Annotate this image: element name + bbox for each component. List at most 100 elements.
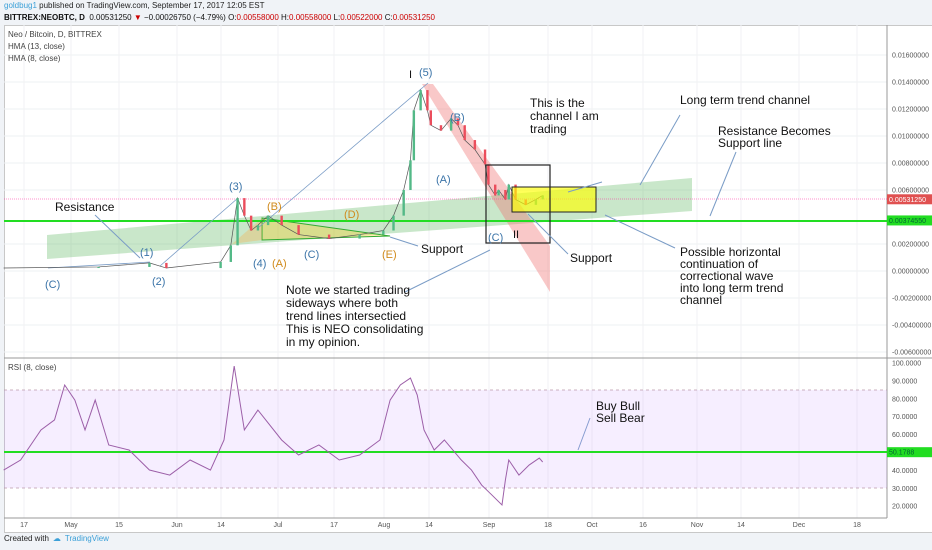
candle bbox=[504, 190, 507, 200]
time-tick-label: 18 bbox=[853, 522, 861, 529]
candle bbox=[402, 190, 405, 216]
arrow-channel[interactable] bbox=[567, 181, 603, 193]
candle bbox=[429, 110, 432, 126]
wave-5: (5) bbox=[419, 67, 432, 79]
candle bbox=[494, 184, 497, 196]
support-price-badge bbox=[887, 215, 932, 226]
arrow-long-term[interactable] bbox=[639, 114, 681, 186]
wave-c-1: (C) bbox=[304, 249, 319, 261]
price-tick-label: -0.00200000 bbox=[892, 296, 931, 303]
tradingview-logo-icon: ☁ bbox=[52, 534, 61, 543]
candle bbox=[280, 215, 283, 226]
price-tick-label: -0.00600000 bbox=[892, 350, 931, 357]
candle bbox=[382, 230, 385, 235]
buy-sell-label[interactable]: Buy Bull Sell Bear bbox=[596, 399, 645, 425]
wave-b-1: (B) bbox=[267, 201, 282, 213]
wave-c-0: (C) bbox=[45, 279, 60, 291]
time-tick-label: 14 bbox=[425, 522, 433, 529]
wave-a-1: (A) bbox=[272, 258, 287, 270]
grid bbox=[4, 25, 887, 518]
price-series bbox=[3, 88, 544, 269]
wedge-pattern[interactable] bbox=[232, 218, 262, 244]
price-change: −0.00026750 (−4.79%) bbox=[144, 13, 226, 22]
resistance-becomes-label[interactable]: Resistance Becomes Support line bbox=[718, 124, 834, 150]
rsi-current-badge bbox=[887, 447, 932, 458]
time-tick-label: Dec bbox=[793, 522, 806, 529]
symbol-info: BITTREX:NEOBTC, D 0.00531250 ▼ −0.000267… bbox=[4, 13, 435, 22]
time-tick-label: 17 bbox=[20, 522, 28, 529]
legend-rsi[interactable]: RSI (8, close) bbox=[8, 363, 57, 372]
symbol: BITTREX:NEOBTC, D bbox=[4, 13, 85, 22]
candle bbox=[297, 225, 300, 235]
rsi-tick-label: 70.0000 bbox=[892, 414, 917, 421]
candle bbox=[392, 215, 395, 231]
rsi-tick-label: 60.0000 bbox=[892, 432, 917, 439]
price-axis[interactable]: 0.01600000 0.01400000 0.01200000 0.01000000… bbox=[887, 53, 932, 357]
chart-container[interactable] bbox=[4, 25, 932, 533]
candle bbox=[439, 125, 443, 131]
trading-channel-box[interactable] bbox=[511, 186, 597, 213]
created-with: Created with bbox=[4, 534, 49, 543]
arrows bbox=[94, 114, 737, 451]
arrow-support-left[interactable] bbox=[389, 236, 419, 247]
last-price-label: 0.00531250 bbox=[889, 197, 926, 204]
price-tick-label: 0.00000000 bbox=[892, 269, 929, 276]
price-tick-label: 0.01000000 bbox=[892, 134, 929, 141]
rsi-tick-label: 20.0000 bbox=[892, 504, 917, 511]
arrow-buy-sell[interactable] bbox=[577, 417, 591, 451]
candle bbox=[463, 125, 466, 141]
candle bbox=[487, 164, 490, 185]
price-tick-label: 0.01200000 bbox=[892, 107, 929, 114]
price-tick-label: 0.00200000 bbox=[892, 242, 929, 249]
candle bbox=[419, 90, 422, 111]
long-term-label[interactable]: Long term trend channel bbox=[680, 93, 810, 107]
arrow-note[interactable] bbox=[404, 249, 491, 293]
arrow-possible[interactable] bbox=[604, 214, 676, 249]
open-label: O: bbox=[228, 13, 237, 22]
time-tick-label: 14 bbox=[217, 522, 225, 529]
candle bbox=[327, 234, 331, 239]
rsi-line bbox=[3, 365, 544, 507]
wave-2: (2) bbox=[152, 276, 165, 288]
time-tick-label: Nov bbox=[691, 522, 704, 529]
wave-a-2: (A) bbox=[436, 174, 451, 186]
support-label-right[interactable]: Support bbox=[570, 251, 613, 265]
candle bbox=[236, 198, 239, 246]
arrow-resistance-becomes[interactable] bbox=[709, 151, 737, 217]
candle bbox=[449, 118, 453, 131]
price-tick-label: 0.01600000 bbox=[892, 53, 929, 60]
trend-line-2[interactable] bbox=[257, 82, 429, 229]
high-value: 0.00558000 bbox=[289, 13, 332, 22]
channel-label[interactable]: This is the channel I am trading bbox=[530, 96, 602, 136]
author-link[interactable]: goldbug1 bbox=[4, 1, 37, 10]
legend-hma8[interactable]: HMA (8, close) bbox=[8, 54, 61, 63]
note-label[interactable]: Note we started trading sideways where b… bbox=[286, 283, 427, 349]
wave-labels-orange: (A) (B) (D) (E) bbox=[267, 201, 397, 270]
time-axis[interactable]: 17 May 15 Jun 14 Jul 17 Aug 14 Sep 18 Oct 16 Nov 14 Dec… bbox=[20, 522, 861, 529]
candle bbox=[473, 140, 477, 150]
resistance-label[interactable]: Resistance bbox=[55, 200, 115, 214]
legend-hma13[interactable]: HMA (13, close) bbox=[8, 42, 65, 51]
possible-continuation-label[interactable]: Possible horizontal continuation of corr… bbox=[680, 245, 787, 307]
trend-line-1[interactable] bbox=[159, 197, 239, 267]
rsi-axis[interactable]: 100.0000 90.0000 80.0000 70.0000 60.0000 50.1… bbox=[887, 361, 932, 511]
consolidation-box[interactable] bbox=[485, 164, 551, 244]
rsi-tick-label: 30.0000 bbox=[892, 486, 917, 493]
down-arrow-icon: ▼ bbox=[133, 13, 142, 22]
wave-labels: (1) (2) (3) (4) (C) (C) (5) (B) (A) (C) bbox=[45, 67, 503, 291]
support-label-left[interactable]: Support bbox=[421, 242, 464, 256]
arrow-support-right[interactable] bbox=[527, 213, 569, 255]
close-value: 0.00531250 bbox=[392, 13, 435, 22]
tradingview-link[interactable]: TradingView bbox=[64, 534, 109, 543]
candle bbox=[165, 262, 168, 269]
price-tick-label: 0.00600000 bbox=[892, 188, 929, 195]
candle bbox=[249, 215, 253, 231]
candle bbox=[358, 234, 361, 239]
time-tick-label: 15 bbox=[115, 522, 123, 529]
arrow-resistance[interactable] bbox=[94, 214, 141, 259]
rsi-tick-label: 40.0000 bbox=[892, 468, 917, 475]
candle bbox=[219, 261, 222, 269]
candle bbox=[243, 198, 246, 216]
candle bbox=[483, 149, 487, 165]
